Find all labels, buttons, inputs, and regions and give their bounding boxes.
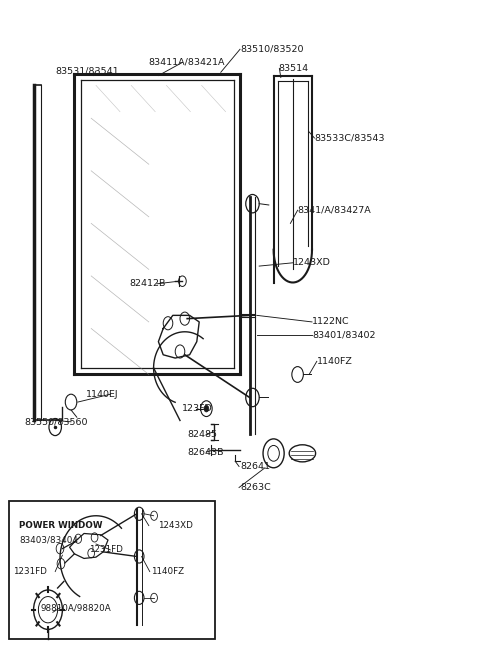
Text: 82641: 82641 <box>240 462 270 471</box>
Text: 83550/83560: 83550/83560 <box>24 417 87 426</box>
Text: 82412B: 82412B <box>130 279 166 288</box>
Text: 1243XD: 1243XD <box>158 521 193 530</box>
Text: 1231FD: 1231FD <box>13 567 48 576</box>
Text: 83533C/83543: 83533C/83543 <box>314 133 385 143</box>
Text: POWER WINDOW: POWER WINDOW <box>19 521 103 530</box>
Bar <box>9 501 215 639</box>
Text: 1231FD: 1231FD <box>89 545 123 555</box>
Text: 83411A/83421A: 83411A/83421A <box>149 58 225 67</box>
Text: 82643B: 82643B <box>187 447 224 457</box>
Text: 1140EJ: 1140EJ <box>86 390 119 399</box>
Text: 8341/A/83427A: 8341/A/83427A <box>298 206 372 215</box>
Text: 98810A/98820A: 98810A/98820A <box>41 603 111 612</box>
Bar <box>9 501 215 639</box>
Text: 1122NC: 1122NC <box>312 317 349 327</box>
Text: 83510/83520: 83510/83520 <box>240 45 303 54</box>
Text: 123FD: 123FD <box>182 404 213 413</box>
Circle shape <box>204 405 209 412</box>
Text: 82485: 82485 <box>187 430 217 440</box>
Text: 1140FZ: 1140FZ <box>317 357 353 366</box>
Text: 83514: 83514 <box>278 64 309 73</box>
Text: 8263C: 8263C <box>240 483 271 492</box>
Text: 83403/83404: 83403/83404 <box>19 535 78 545</box>
Text: 83531/83541: 83531/83541 <box>55 66 119 76</box>
Text: 83401/83402: 83401/83402 <box>312 330 375 340</box>
Text: 1243XD: 1243XD <box>293 258 331 267</box>
Text: 1140FZ: 1140FZ <box>151 567 184 576</box>
